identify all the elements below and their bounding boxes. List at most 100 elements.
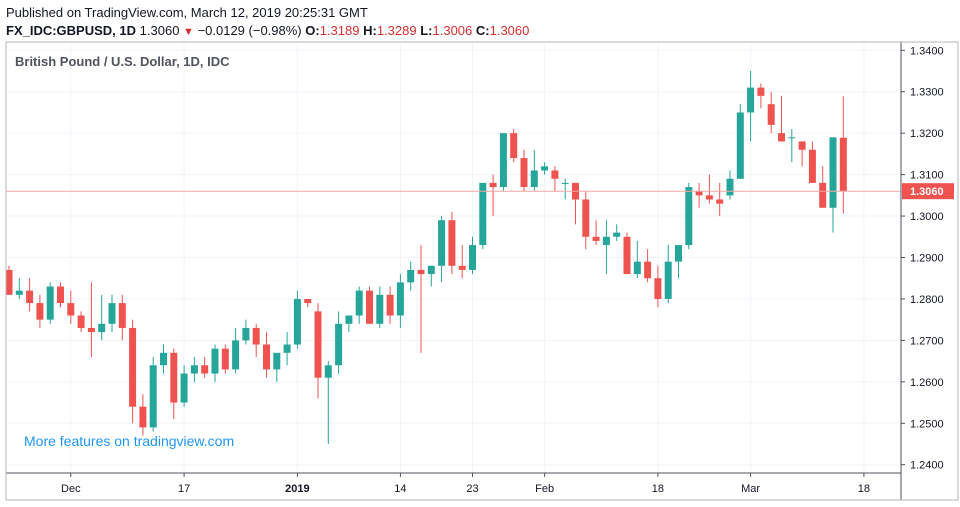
candle xyxy=(242,319,250,345)
candle xyxy=(407,261,415,291)
candle-body xyxy=(98,323,106,333)
candle xyxy=(675,245,682,279)
candle-body xyxy=(304,298,312,304)
candle xyxy=(324,361,332,444)
candle xyxy=(757,83,765,109)
candle xyxy=(829,137,837,233)
candle xyxy=(726,170,734,200)
candle xyxy=(386,286,394,324)
candle-body xyxy=(736,112,744,179)
candle-body xyxy=(160,352,167,366)
candle-body xyxy=(232,340,240,370)
candle-body xyxy=(118,303,126,328)
candle-body xyxy=(283,344,291,353)
candle-body xyxy=(613,232,621,237)
candle-body xyxy=(541,166,549,171)
candle-body xyxy=(716,199,724,204)
time-axis[interactable]: Dec 17 2019 14 23 Feb 18 Mar 18 xyxy=(61,473,870,495)
candle xyxy=(335,311,343,374)
candle-body xyxy=(149,365,157,428)
candle-body xyxy=(366,290,373,324)
candle-body xyxy=(438,220,446,266)
candle xyxy=(118,294,126,341)
candle xyxy=(592,220,600,246)
candle-body xyxy=(602,236,610,246)
candle xyxy=(747,71,755,142)
candle xyxy=(57,282,64,308)
candle-body xyxy=(396,282,404,316)
candle xyxy=(582,191,590,250)
y-tick-label: 1.3100 xyxy=(910,170,944,182)
candle xyxy=(139,394,147,436)
candle-body xyxy=(767,104,775,125)
candle xyxy=(602,220,610,275)
close-value: 1.3060 xyxy=(489,23,530,38)
candle xyxy=(427,265,435,287)
candle xyxy=(551,166,559,192)
candle-body xyxy=(190,365,198,374)
candle xyxy=(448,211,456,275)
y-tick-label: 1.2900 xyxy=(910,253,944,265)
candle xyxy=(180,365,188,407)
candle-body xyxy=(273,352,281,370)
candle xyxy=(839,96,847,214)
low-value: 1.3006 xyxy=(432,23,473,38)
x-tick-label: 23 xyxy=(466,483,478,495)
x-tick-label: Mar xyxy=(741,483,760,495)
x-tick-label: 18 xyxy=(652,483,664,495)
candle xyxy=(808,141,816,183)
ohlc-header: FX_IDC:GBPUSD, 1D 1.3060 ▼ −0.0129 (−0.9… xyxy=(6,23,529,38)
candle-body xyxy=(376,294,384,324)
candle xyxy=(778,95,785,142)
candle xyxy=(26,278,34,312)
candle xyxy=(469,236,476,275)
published-note: Published on TradingView.com, March 12, … xyxy=(6,5,368,20)
candle xyxy=(345,315,353,333)
candle-body xyxy=(829,137,837,208)
candle xyxy=(685,182,693,250)
candle xyxy=(129,319,137,424)
close-label: C: xyxy=(475,23,490,38)
candle-body xyxy=(129,327,137,407)
candle-body xyxy=(489,182,497,188)
candle-body xyxy=(479,182,487,246)
candle xyxy=(572,182,579,225)
candle xyxy=(458,245,466,279)
candle-body xyxy=(407,269,415,283)
price-axis[interactable]: 1.2400 1.2500 1.2600 1.2700 1.2800 1.2900 1.30… xyxy=(901,45,944,472)
promo-link[interactable]: More features on tradingview.com xyxy=(24,433,234,449)
candle-body xyxy=(561,182,569,184)
candle xyxy=(396,274,404,328)
candle xyxy=(149,356,157,432)
candle xyxy=(273,352,281,382)
candle-body xyxy=(448,220,456,266)
candle-body xyxy=(654,278,662,299)
chart-title: British Pound / U.S. Dollar, 1D, IDC xyxy=(15,54,230,69)
candle-body xyxy=(46,286,54,320)
candle-body xyxy=(87,327,95,333)
y-tick-label: 1.2700 xyxy=(910,335,944,347)
candle-body xyxy=(664,261,672,299)
candle xyxy=(376,286,384,328)
candle xyxy=(36,294,44,328)
candle-body xyxy=(427,265,435,275)
candle xyxy=(201,356,209,378)
candle xyxy=(15,278,23,299)
candle xyxy=(819,166,827,208)
candle-body xyxy=(324,365,332,378)
candle xyxy=(767,91,775,134)
candle xyxy=(108,294,116,333)
candle-body xyxy=(839,137,847,192)
candle-body xyxy=(499,133,507,188)
low-label: L: xyxy=(420,23,433,38)
candle-body xyxy=(644,261,652,279)
candle xyxy=(438,216,446,283)
x-tick-label: 14 xyxy=(394,483,406,495)
candle-body xyxy=(458,265,466,270)
y-tick-label: 1.2600 xyxy=(910,377,944,389)
y-tick-label: 1.2400 xyxy=(910,460,944,472)
candle-body xyxy=(252,327,260,345)
candle-body xyxy=(242,327,250,341)
candle-body xyxy=(15,290,23,295)
